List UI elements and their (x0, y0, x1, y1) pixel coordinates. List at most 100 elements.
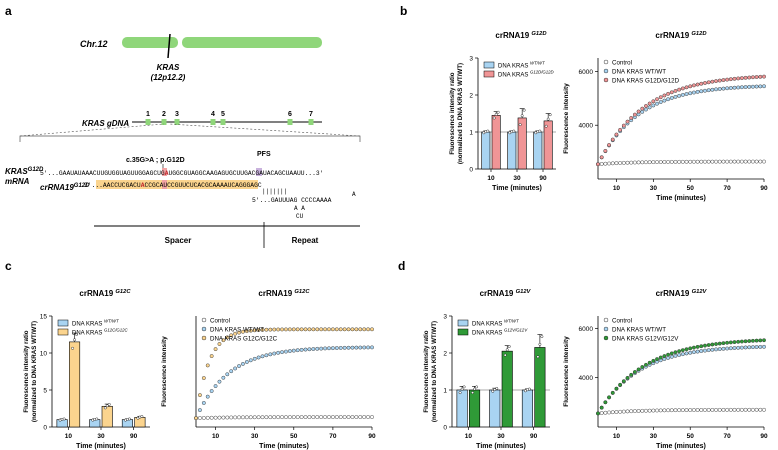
series-point (732, 346, 737, 350)
series-point (621, 160, 626, 165)
series-point (644, 107, 648, 112)
series-point (607, 410, 611, 415)
data-point (105, 404, 109, 408)
series-point (319, 327, 324, 332)
series-point (721, 341, 726, 346)
series-point (362, 327, 367, 332)
series-point (295, 348, 300, 353)
series-point (287, 415, 292, 420)
series-point (680, 352, 685, 357)
series-point (699, 408, 704, 412)
line-chart: crRNA19 G12D Fluorescence intensity 4000 60… (563, 31, 768, 202)
series-point (287, 349, 292, 353)
data-point (496, 110, 500, 114)
data-point (471, 391, 474, 395)
series-point (699, 344, 704, 349)
series-point (695, 408, 700, 412)
series-point (703, 343, 707, 348)
x-tick-label: 70 (723, 185, 731, 192)
x-tick-label: 30 (251, 433, 259, 440)
series-point (629, 160, 634, 165)
chromosome-label: Chr.12 (80, 39, 108, 49)
x-tick-label: 50 (687, 185, 695, 192)
series-point (303, 415, 308, 420)
series-point (241, 415, 245, 420)
data-point (75, 333, 78, 336)
series-point (229, 333, 234, 338)
series-point (736, 76, 741, 81)
series-point (213, 347, 218, 352)
series-point (644, 408, 648, 413)
x-tick-label: 50 (290, 433, 298, 440)
exon (174, 119, 180, 125)
bar (543, 120, 553, 170)
series-point (197, 416, 202, 420)
series-point (252, 328, 257, 333)
series-point (233, 415, 238, 420)
series-point (330, 346, 335, 351)
series-point (280, 327, 284, 332)
series-point (640, 408, 645, 413)
series-point (751, 338, 755, 343)
mrna-label-line2: mRNA (5, 177, 30, 186)
series-point (327, 415, 331, 419)
series-point (725, 407, 730, 412)
series-point (636, 160, 641, 165)
series-point (284, 327, 288, 332)
series-point (632, 160, 637, 165)
data-point (475, 385, 478, 389)
series-point (739, 345, 744, 350)
series-point (295, 327, 300, 332)
series-point (732, 85, 737, 90)
series-point (717, 87, 722, 91)
series-point (651, 99, 656, 104)
exon (220, 119, 226, 125)
series-point (311, 327, 316, 332)
y-axis-label: Fluorescence intensity (563, 336, 570, 407)
data-point (492, 116, 496, 120)
x-tick-label: 50 (687, 433, 695, 440)
series-point (658, 160, 663, 164)
legend-marker (603, 326, 609, 332)
series-point (684, 85, 689, 90)
series-point (717, 341, 722, 346)
bar (521, 389, 533, 428)
series-point (603, 148, 608, 153)
series-point (599, 162, 604, 166)
bar (469, 389, 481, 428)
y-tick-label: 6000 (579, 326, 594, 333)
locus-marker (167, 33, 171, 59)
crrna-repeat-line: 5'...GAUUUAG CCCCAAAA (252, 197, 332, 204)
bar (533, 131, 543, 170)
series-point (311, 415, 316, 419)
series-point (244, 360, 249, 364)
legend-label: DNA KRAS G12V/G12V (472, 328, 528, 337)
y-tick-label: 2 (443, 351, 447, 358)
series-point (315, 346, 320, 351)
series-point (350, 415, 355, 419)
series-point (751, 407, 755, 412)
legend-label: DNA KRAS G12D/G12D (612, 77, 680, 84)
exon (145, 119, 151, 125)
series-point (673, 350, 678, 355)
y-tick-label: 3 (443, 314, 447, 321)
series-point (225, 372, 230, 377)
series-point (747, 84, 752, 89)
series-point (728, 407, 733, 412)
spacer-highlight (96, 180, 258, 189)
legend-label: DNA KRAS WT/WT (72, 319, 119, 328)
series-point (728, 159, 733, 164)
x-tick-label: 30 (650, 185, 658, 192)
series-point (610, 161, 615, 166)
legend-label: Control (210, 317, 230, 324)
series-point (754, 345, 759, 349)
series-point (640, 365, 645, 369)
series-point (677, 159, 682, 164)
series-point (268, 415, 273, 420)
series-point (280, 350, 284, 355)
pfs-annotation: PFS (257, 151, 271, 158)
series-point (669, 90, 674, 95)
series-point (362, 345, 367, 350)
legend-marker (603, 317, 609, 323)
series-point (717, 78, 722, 83)
